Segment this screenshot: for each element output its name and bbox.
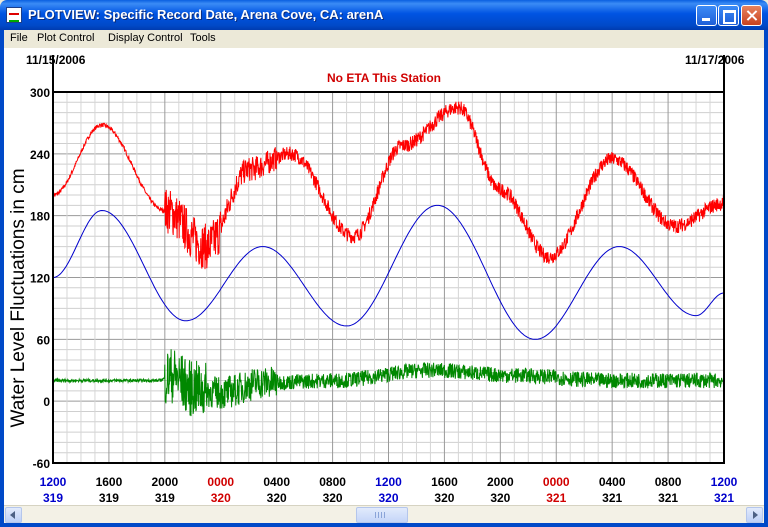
plot-frame bbox=[52, 91, 725, 464]
x-tick-time: 2000 bbox=[487, 475, 514, 489]
x-tick-day: 320 bbox=[434, 491, 454, 505]
title-bar[interactable]: PLOTVIEW: Specific Record Date, Arena Co… bbox=[0, 0, 768, 30]
menu-tools[interactable]: Tools bbox=[190, 32, 216, 44]
water-level-chart[interactable]: 11/15/2006 11/17/2006 No ETA This Statio… bbox=[4, 48, 764, 505]
menu-file[interactable]: File bbox=[10, 32, 28, 44]
x-tick-time: 1200 bbox=[375, 475, 402, 489]
y-tick-label: 240 bbox=[30, 148, 50, 162]
series-line-0 bbox=[52, 101, 725, 270]
x-tick-labels: 1200 319 1600 319 2000 319 0000 320 0400 320 0800 3… bbox=[40, 475, 738, 505]
x-tick-day: 321 bbox=[602, 491, 622, 505]
window-frame-right bbox=[764, 30, 768, 527]
x-tick-time: 1600 bbox=[96, 475, 123, 489]
x-tick-day: 320 bbox=[267, 491, 287, 505]
maximize-button[interactable] bbox=[718, 5, 739, 26]
data-series bbox=[52, 101, 725, 417]
x-tick-time: 1200 bbox=[40, 475, 67, 489]
menu-bar: File Plot Control Display Control Tools bbox=[4, 30, 764, 48]
plot-area[interactable]: 11/15/2006 11/17/2006 No ETA This Statio… bbox=[4, 48, 764, 505]
y-tick-label: 300 bbox=[30, 86, 50, 100]
grid-lines bbox=[52, 91, 725, 464]
series-line-1 bbox=[52, 204, 725, 340]
x-tick-time: 1200 bbox=[711, 475, 738, 489]
end-date-label: 11/17/2006 bbox=[685, 53, 745, 67]
x-tick-day: 320 bbox=[378, 491, 398, 505]
menu-display-control[interactable]: Display Control bbox=[108, 32, 183, 44]
no-eta-notice: No ETA This Station bbox=[327, 71, 441, 85]
y-tick-label: 0 bbox=[43, 395, 50, 409]
y-tick-labels: 300 240 180 120 60 0 -60 bbox=[30, 86, 50, 471]
x-tick-day: 320 bbox=[211, 491, 231, 505]
scroll-right-icon[interactable] bbox=[746, 507, 763, 523]
y-tick-label: 120 bbox=[30, 272, 50, 286]
series-line-2 bbox=[52, 349, 725, 417]
app-chart-icon[interactable] bbox=[6, 7, 22, 23]
y-axis-label: Water Level Fluctuations in cm bbox=[8, 168, 29, 427]
minimize-button[interactable] bbox=[696, 5, 717, 26]
menu-plot-control[interactable]: Plot Control bbox=[37, 32, 95, 44]
x-tick-time: 0000 bbox=[207, 475, 234, 489]
close-button[interactable] bbox=[741, 5, 762, 26]
x-tick-time: 1600 bbox=[431, 475, 458, 489]
x-tick-time: 0800 bbox=[319, 475, 346, 489]
x-tick-time: 2000 bbox=[151, 475, 178, 489]
x-tick-time: 0800 bbox=[655, 475, 682, 489]
scroll-left-icon[interactable] bbox=[5, 507, 22, 523]
y-tick-label: 180 bbox=[30, 210, 50, 224]
y-tick-label: -60 bbox=[33, 457, 51, 471]
x-tick-day: 321 bbox=[546, 491, 566, 505]
horizontal-scrollbar[interactable] bbox=[4, 505, 764, 523]
x-tick-day: 320 bbox=[323, 491, 343, 505]
y-tick-label: 60 bbox=[37, 333, 51, 347]
x-tick-time: 0400 bbox=[263, 475, 290, 489]
scroll-thumb[interactable] bbox=[356, 507, 408, 523]
x-tick-day: 319 bbox=[155, 491, 175, 505]
x-tick-time: 0000 bbox=[543, 475, 570, 489]
x-tick-time: 0400 bbox=[599, 475, 626, 489]
start-date-label: 11/15/2006 bbox=[26, 53, 86, 67]
x-tick-day: 321 bbox=[658, 491, 678, 505]
x-tick-day: 319 bbox=[43, 491, 63, 505]
window-frame-left bbox=[0, 30, 4, 527]
x-tick-day: 321 bbox=[714, 491, 734, 505]
x-tick-day: 320 bbox=[490, 491, 510, 505]
window-frame-bottom bbox=[0, 523, 768, 527]
x-tick-day: 319 bbox=[99, 491, 119, 505]
window-title: PLOTVIEW: Specific Record Date, Arena Co… bbox=[28, 7, 384, 22]
